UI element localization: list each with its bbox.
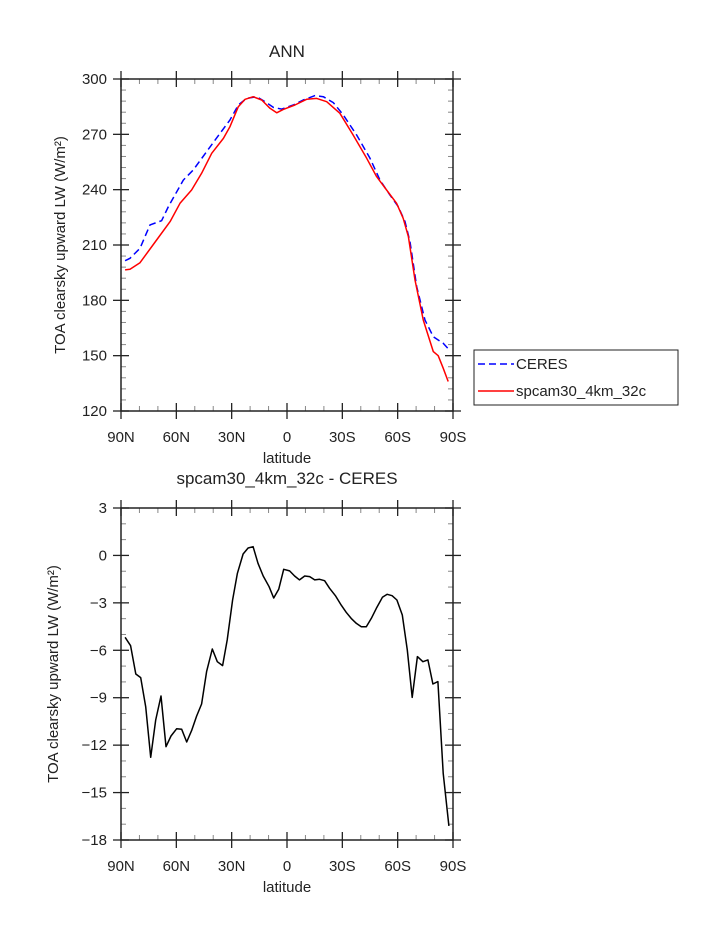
y-tick-label: −18 <box>82 832 107 849</box>
x-tick-label: 90N <box>107 858 135 875</box>
x-tick-label: 90S <box>440 858 467 875</box>
x-tick-label: 0 <box>283 858 291 875</box>
series-line-difference <box>124 545 450 826</box>
legend-label-ceres: CERES <box>516 356 568 373</box>
legend-label-model: spcam30_4km_32c <box>516 383 647 400</box>
bottom-panel-difference: spcam30_4km_32c - CERES latitude TOA cle… <box>45 469 466 896</box>
y-tick-label: 240 <box>82 182 107 199</box>
plot-frame <box>120 507 454 841</box>
x-tick-label: 0 <box>283 429 291 446</box>
y-tick-label: −6 <box>90 642 107 659</box>
x-tick-label: 60S <box>384 429 411 446</box>
x-tick-label: 90N <box>107 429 135 446</box>
y-tick-label: −15 <box>82 785 107 802</box>
legend-box <box>473 349 679 406</box>
y-tick-label: 210 <box>82 237 107 254</box>
x-tick-label: 30N <box>218 429 246 446</box>
y-tick-label: −9 <box>90 690 107 707</box>
plot-frame <box>120 78 454 412</box>
series-line-ceres <box>124 94 450 351</box>
x-tick-label: 60N <box>163 429 191 446</box>
y-tick-label: −12 <box>82 737 107 754</box>
y-tick-label: 300 <box>82 71 107 88</box>
top-chart-title: ANN <box>269 42 305 61</box>
legend: CERES spcam30_4km_32c <box>473 349 679 406</box>
x-tick-label: 90S <box>440 429 467 446</box>
y-tick-label: 180 <box>82 292 107 309</box>
bottom-chart-title: spcam30_4km_32c - CERES <box>176 469 397 488</box>
y-tick-label: 0 <box>99 547 107 564</box>
y-tick-label: 150 <box>82 348 107 365</box>
x-tick-label: 60S <box>384 858 411 875</box>
x-tick-label: 30S <box>329 429 356 446</box>
bottom-x-axis-label: latitude <box>263 879 311 896</box>
top-panel-ann: ANN latitude TOA clearsky upward LW (W/m… <box>52 42 466 467</box>
y-tick-label: 120 <box>82 403 107 420</box>
x-tick-label: 30S <box>329 858 356 875</box>
bottom-y-axis-label: TOA clearsky upward LW (W/m²) <box>45 565 62 783</box>
y-tick-label: 270 <box>82 126 107 143</box>
y-tick-label: −3 <box>90 595 107 612</box>
series-line-spcam30-4km-32c <box>125 95 449 382</box>
top-x-axis-label: latitude <box>263 450 311 467</box>
x-tick-label: 30N <box>218 858 246 875</box>
y-tick-label: 3 <box>99 500 107 517</box>
top-y-axis-label: TOA clearsky upward LW (W/m²) <box>52 136 69 354</box>
x-tick-label: 60N <box>163 858 191 875</box>
